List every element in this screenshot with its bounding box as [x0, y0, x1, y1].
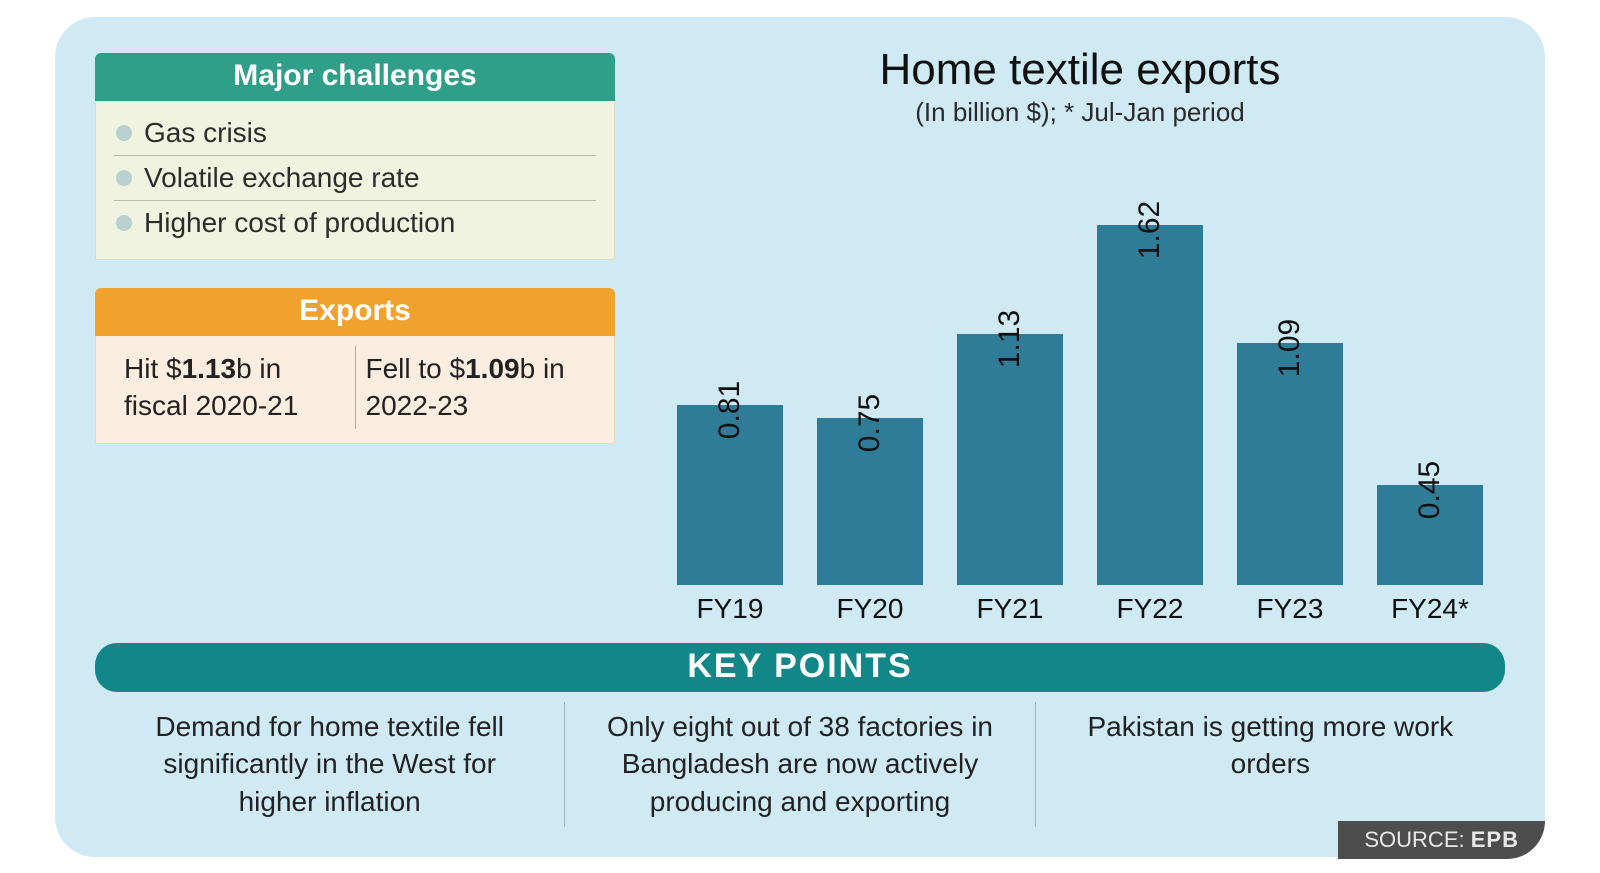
chart-bar: 1.13 — [957, 334, 1064, 585]
chart-bar-value-label: 0.81 — [713, 380, 747, 438]
challenges-box: Major challenges Gas crisis Volatile exc… — [95, 53, 615, 260]
exports-left-value: 1.13 — [182, 353, 237, 384]
chart-bars-area: 0.81 FY19 0.75 FY20 1.13 FY21 1.62 FY22 1.09 FY23… — [655, 138, 1505, 625]
exports-title: Exports — [95, 288, 615, 336]
exports-body: Hit $1.13b in fiscal 2020-21 Fell to $1.… — [95, 336, 615, 445]
chart-bar-column: 0.81 FY19 — [665, 225, 795, 625]
chart-bar: 0.75 — [817, 418, 924, 585]
chart-bar-column: 0.45 FY24* — [1365, 225, 1495, 625]
infographic-card: Major challenges Gas crisis Volatile exc… — [55, 17, 1545, 857]
exports-columns: Hit $1.13b in fiscal 2020-21 Fell to $1.… — [114, 346, 596, 430]
exports-left-prefix: Hit $ — [124, 353, 182, 384]
chart-bar-value-label: 0.45 — [1413, 460, 1447, 518]
challenge-item: Gas crisis — [114, 111, 596, 156]
exports-right-value: 1.09 — [465, 353, 520, 384]
left-column: Major challenges Gas crisis Volatile exc… — [95, 45, 615, 625]
challenges-title: Major challenges — [95, 53, 615, 101]
key-point-item: Pakistan is getting more work orders — [1036, 702, 1505, 827]
chart-bar-zone: 1.62 — [1085, 225, 1215, 585]
exports-right-prefix: Fell to $ — [366, 353, 466, 384]
key-points-section: KEY POINTS Demand for home textile fell … — [95, 643, 1505, 827]
exports-col-right: Fell to $1.09b in 2022-23 — [356, 346, 597, 430]
chart-subtitle: (In billion $); * Jul-Jan period — [655, 97, 1505, 128]
exports-col-left: Hit $1.13b in fiscal 2020-21 — [114, 346, 356, 430]
key-points-title: KEY POINTS — [95, 643, 1505, 692]
chart-bar-zone: 0.75 — [805, 225, 935, 585]
chart-bar-value-label: 1.62 — [1133, 200, 1167, 258]
chart-bar-zone: 0.45 — [1365, 225, 1495, 585]
challenge-item: Volatile exchange rate — [114, 156, 596, 201]
challenges-body: Gas crisis Volatile exchange rate Higher… — [95, 101, 615, 260]
exports-box: Exports Hit $1.13b in fiscal 2020-21 Fel… — [95, 288, 615, 445]
chart-bar-category-label: FY20 — [837, 593, 904, 625]
chart-bar-category-label: FY23 — [1257, 593, 1324, 625]
chart-bar-zone: 0.81 — [665, 225, 795, 585]
top-row: Major challenges Gas crisis Volatile exc… — [95, 45, 1505, 625]
challenges-list: Gas crisis Volatile exchange rate Higher… — [114, 111, 596, 245]
chart-bar: 1.62 — [1097, 225, 1204, 585]
chart-panel: Home textile exports (In billion $); * J… — [655, 45, 1505, 625]
chart-bar: 0.45 — [1377, 485, 1484, 585]
chart-bar: 1.09 — [1237, 343, 1344, 585]
chart-bar-column: 1.62 FY22 — [1085, 225, 1215, 625]
chart-bar-zone: 1.09 — [1225, 225, 1355, 585]
chart-bar-value-label: 1.09 — [1273, 318, 1307, 376]
chart-bar: 0.81 — [677, 405, 784, 585]
chart-bar-category-label: FY24* — [1391, 593, 1469, 625]
chart-bar-category-label: FY19 — [697, 593, 764, 625]
key-point-item: Demand for home textile fell significant… — [95, 702, 565, 827]
challenge-item: Higher cost of production — [114, 201, 596, 245]
chart-bar-column: 1.09 FY23 — [1225, 225, 1355, 625]
key-point-item: Only eight out of 38 factories in Bangla… — [565, 702, 1035, 827]
chart-bar-category-label: FY21 — [977, 593, 1044, 625]
chart-title: Home textile exports — [655, 45, 1505, 95]
chart-bar-category-label: FY22 — [1117, 593, 1184, 625]
source-credit: SOURCE: EPB — [1338, 821, 1545, 859]
chart-bar-column: 1.13 FY21 — [945, 225, 1075, 625]
key-points-columns: Demand for home textile fell significant… — [95, 702, 1505, 827]
chart-bar-column: 0.75 FY20 — [805, 225, 935, 625]
source-label: SOURCE: — [1364, 827, 1464, 852]
source-value: EPB — [1471, 827, 1519, 852]
chart-bar-value-label: 1.13 — [993, 309, 1027, 367]
chart-bar-value-label: 0.75 — [853, 393, 887, 451]
chart-bar-zone: 1.13 — [945, 225, 1075, 585]
